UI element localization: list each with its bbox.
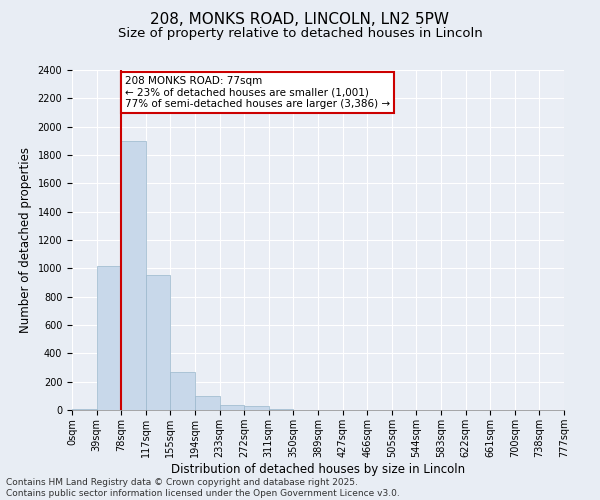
Text: 208 MONKS ROAD: 77sqm
← 23% of detached houses are smaller (1,001)
77% of semi-d: 208 MONKS ROAD: 77sqm ← 23% of detached …	[125, 76, 390, 109]
Bar	[269, 408, 293, 410]
Bar	[121, 141, 146, 410]
Bar	[97, 266, 121, 410]
X-axis label: Distribution of detached houses by size in Lincoln: Distribution of detached houses by size …	[171, 462, 465, 475]
Bar	[244, 406, 269, 410]
Y-axis label: Number of detached properties: Number of detached properties	[19, 147, 32, 333]
Text: 208, MONKS ROAD, LINCOLN, LN2 5PW: 208, MONKS ROAD, LINCOLN, LN2 5PW	[151, 12, 449, 28]
Bar	[220, 405, 244, 410]
Text: Size of property relative to detached houses in Lincoln: Size of property relative to detached ho…	[118, 28, 482, 40]
Text: Contains HM Land Registry data © Crown copyright and database right 2025.
Contai: Contains HM Land Registry data © Crown c…	[6, 478, 400, 498]
Bar	[195, 396, 220, 410]
Bar	[146, 276, 170, 410]
Bar	[170, 372, 195, 410]
